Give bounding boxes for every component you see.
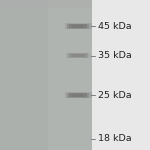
Text: 18 kDa: 18 kDa	[98, 134, 132, 143]
Bar	[66, 53, 90, 58]
Text: 45 kDa: 45 kDa	[98, 22, 132, 31]
Bar	[67, 24, 89, 29]
Bar	[72, 25, 84, 28]
Bar	[64, 23, 92, 29]
Bar	[92, 0, 150, 150]
Bar	[64, 92, 92, 98]
Bar	[69, 24, 87, 28]
Text: 35 kDa: 35 kDa	[98, 51, 132, 60]
Bar	[0, 0, 92, 150]
Bar	[69, 93, 87, 97]
Bar	[0, 0, 48, 150]
Bar	[67, 93, 89, 98]
Bar	[0, 0, 92, 8]
Bar	[72, 54, 84, 57]
Bar	[72, 94, 84, 97]
Bar	[68, 53, 88, 58]
Text: 25 kDa: 25 kDa	[98, 91, 132, 100]
Bar	[70, 54, 86, 57]
